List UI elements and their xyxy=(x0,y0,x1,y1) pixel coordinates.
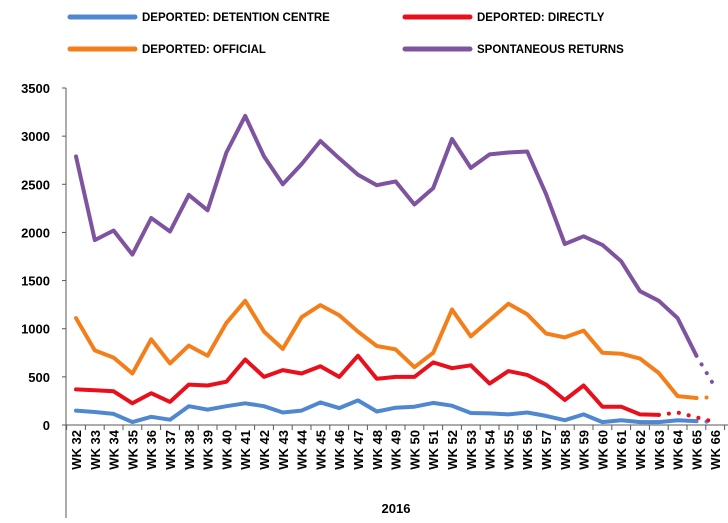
x-tick-label: WK 65 xyxy=(689,430,704,470)
series-projection-deported-official xyxy=(694,395,718,400)
x-tick-label: WK 58 xyxy=(558,430,573,470)
x-tick-label: WK 33 xyxy=(88,430,103,470)
x-tick-label: WK 57 xyxy=(539,430,554,470)
x-tick-label: WK 60 xyxy=(595,430,610,470)
x-tick-label: WK 48 xyxy=(370,430,385,470)
plot-area xyxy=(74,113,718,425)
x-tick-label: WK 42 xyxy=(257,430,272,470)
legend-label: DEPORTED: DIRECTLY xyxy=(477,12,605,24)
legend-item-deported-detention-centre: DEPORTED: DETENTION CENTRE xyxy=(67,12,330,24)
x-tick-label: WK 55 xyxy=(501,430,516,470)
y-tick-label: 500 xyxy=(28,370,50,385)
legend-label: DEPORTED: DETENTION CENTRE xyxy=(142,12,330,24)
y-axis: 0 500 1000 1500 2000 2500 3000 3500 xyxy=(21,81,67,518)
x-tick-label: WK 56 xyxy=(520,430,535,470)
x-tick-label: WK 38 xyxy=(182,430,197,470)
x-tick-label: WK 64 xyxy=(671,429,686,470)
x-tick-label: WK 51 xyxy=(426,430,441,470)
x-tick-label: WK 66 xyxy=(708,430,723,470)
x-axis: WK 32 WK 33 WK 34 WK 35 WK 36 WK 37 WK 38 WK 39… xyxy=(66,424,728,470)
series-projection-spontaneous-returns xyxy=(694,353,718,390)
y-tick-label: 2500 xyxy=(21,177,50,192)
legend-item-deported-official: DEPORTED: OFFICIAL xyxy=(67,44,266,56)
x-tick-label: WK 43 xyxy=(276,430,291,470)
x-axis-title: 2016 xyxy=(382,501,411,516)
x-tick-label: WK 45 xyxy=(313,430,328,470)
legend-label: SPONTANEOUS RETURNS xyxy=(477,44,624,56)
series-line-deported-official xyxy=(74,298,699,400)
y-tick-label: 1000 xyxy=(21,322,50,337)
series-projection-deported-detention-centre xyxy=(694,419,718,425)
x-tick-label: WK 53 xyxy=(464,430,479,470)
x-tick-label: WK 40 xyxy=(219,430,234,470)
y-tick-label: 0 xyxy=(43,418,50,433)
x-tick-label: WK 52 xyxy=(445,430,460,470)
legend: DEPORTED: DETENTION CENTRE DEPORTED: DIRE… xyxy=(67,12,624,56)
y-tick-label: 1500 xyxy=(21,274,50,289)
x-tick-label: WK 39 xyxy=(201,430,216,470)
y-tick-label: 2000 xyxy=(21,225,50,240)
x-tick-label: WK 35 xyxy=(125,430,140,470)
x-tick-label: WK 32 xyxy=(69,430,84,470)
series-line-deported-detention-centre xyxy=(74,398,699,425)
x-tick-label: WK 63 xyxy=(652,430,667,470)
series-line-spontaneous-returns xyxy=(74,113,699,358)
y-tick-label: 3500 xyxy=(21,81,50,96)
series-projection-deported-directly xyxy=(656,410,718,425)
x-tick-label: WK 36 xyxy=(144,430,159,470)
legend-label: DEPORTED: OFFICIAL xyxy=(142,44,266,56)
legend-item-deported-directly: DEPORTED: DIRECTLY xyxy=(402,12,605,24)
x-tick-label: WK 62 xyxy=(633,430,648,470)
x-tick-label: WK 46 xyxy=(332,430,347,470)
x-tick-label: WK 41 xyxy=(238,430,253,470)
x-tick-label: WK 44 xyxy=(295,429,310,470)
x-tick-label: WK 49 xyxy=(389,430,404,470)
x-tick-label: WK 47 xyxy=(351,430,366,470)
x-tick-label: WK 61 xyxy=(614,430,629,470)
x-tick-label: WK 54 xyxy=(483,429,498,470)
x-tick-label: WK 59 xyxy=(577,430,592,470)
x-tick-label: WK 50 xyxy=(407,430,422,470)
x-tick-label: WK 34 xyxy=(107,429,122,470)
x-tick-label: WK 37 xyxy=(163,430,178,470)
legend-item-spontaneous-returns: SPONTANEOUS RETURNS xyxy=(402,44,624,56)
y-tick-label: 3000 xyxy=(21,129,50,144)
